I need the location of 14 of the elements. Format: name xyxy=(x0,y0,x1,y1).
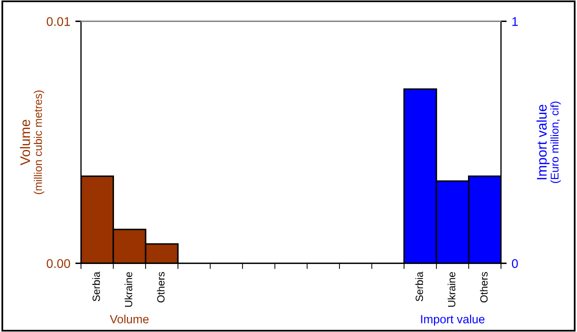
text: Volume xyxy=(110,314,149,324)
x-tick-label: Ukraine xyxy=(448,272,456,307)
y2-axis-title: Import value (Euro million, cif) xyxy=(536,102,561,183)
x-tick-label: Serbia xyxy=(415,272,424,302)
y-tick-label: 0.01 xyxy=(46,17,70,26)
y-tick-label: 0.00 xyxy=(46,259,70,268)
y2-tick-label: 0 xyxy=(512,259,518,268)
x-tick-label: Serbia xyxy=(92,272,100,302)
x-tick-label: Ukraine xyxy=(124,272,132,307)
y-axis-title: Volume (million cubic metres) xyxy=(20,90,44,194)
x-tick-label: Others xyxy=(156,272,165,302)
y2-tick-label: 1 xyxy=(512,17,518,26)
text: Import value xyxy=(421,314,484,326)
x-tick-label: Others xyxy=(480,272,488,302)
